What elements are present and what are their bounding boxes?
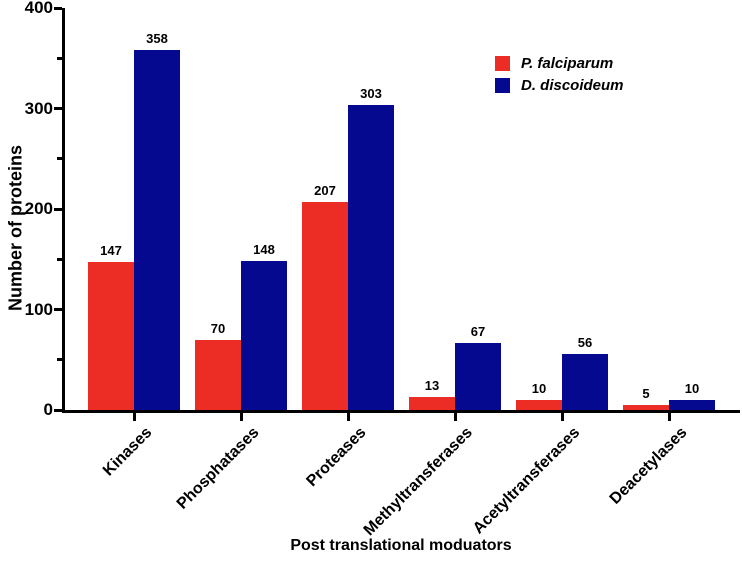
bar-value-label: 10	[684, 380, 700, 396]
bar-value-label: 10	[531, 380, 547, 396]
bar-value-label: 13	[424, 377, 440, 393]
bar-value-label: 5	[642, 385, 650, 401]
bar-d-discoideum-kinases	[134, 50, 180, 410]
y-axis-tick-label: 0	[43, 400, 53, 419]
y-axis-tick-label: 200	[24, 199, 53, 218]
y-axis-minor-tick	[57, 257, 62, 261]
y-axis-tick-label: 100	[24, 299, 53, 319]
x-axis-tick	[560, 413, 564, 421]
bar-value-label: 67	[470, 323, 486, 339]
bar-value-label: 56	[577, 334, 593, 350]
x-axis-category-label-deacetylases: Deacetylases	[606, 424, 691, 508]
x-axis-line	[62, 410, 740, 413]
y-axis-minor-tick	[57, 358, 62, 362]
bar-p-falciparum-phosphatases	[195, 339, 241, 410]
bar-d-discoideum-deacetylases	[669, 399, 715, 410]
bar-value-label: 358	[146, 31, 168, 47]
bar-d-discoideum-acetyltransferases	[562, 353, 608, 410]
bar-p-falciparum-acetyltransferases	[516, 399, 562, 410]
bar-value-label: 148	[253, 242, 275, 258]
x-axis-tick	[132, 413, 136, 421]
bar-d-discoideum-phosphatases	[241, 261, 287, 410]
bar-p-falciparum-methyltransferases	[409, 396, 455, 410]
x-axis-category-label-methyltransferases: Methyltransferases	[360, 424, 477, 540]
bar-value-label: 303	[360, 86, 382, 102]
y-axis-tick	[54, 207, 62, 211]
x-axis-category-label-acetyltransferases: Acetyltransferases	[469, 424, 584, 538]
bar-value-label: 70	[210, 320, 226, 336]
x-axis-category-label-kinases: Kinases	[99, 424, 156, 480]
bar-p-falciparum-proteases	[302, 201, 348, 410]
y-axis-minor-tick	[57, 157, 62, 161]
x-axis-tick	[453, 413, 457, 421]
bar-d-discoideum-proteases	[348, 105, 394, 410]
y-axis-tick-label: 300	[24, 98, 53, 118]
legend-label-d-discoideum: D. discoideum	[521, 77, 624, 94]
legend-swatch-red-icon	[495, 56, 510, 71]
legend: P. falciparum D. discoideum	[495, 55, 624, 94]
legend-label-p-falciparum: P. falciparum	[521, 55, 614, 72]
y-axis-minor-tick	[57, 56, 62, 60]
y-axis-tick	[54, 6, 62, 10]
y-axis-line	[62, 8, 65, 413]
bar-value-label: 147	[100, 243, 122, 259]
bar-value-label: 207	[314, 182, 336, 198]
legend-item-d-discoideum: D. discoideum	[495, 77, 624, 94]
bar-p-falciparum-kinases	[88, 262, 134, 410]
legend-item-p-falciparum: P. falciparum	[495, 55, 624, 72]
x-axis-title: Post translational moduators	[290, 537, 512, 554]
x-axis-category-label-phosphatases: Phosphatases	[173, 424, 263, 513]
bar-p-falciparum-deacetylases	[623, 404, 669, 410]
legend-swatch-blue-icon	[495, 78, 510, 93]
x-axis-tick	[667, 413, 671, 421]
y-axis-tick	[54, 308, 62, 311]
y-axis-tick-label: 400	[24, 0, 53, 17]
x-axis-tick	[239, 413, 243, 421]
bar-d-discoideum-methyltransferases	[455, 342, 501, 410]
y-axis-tick	[54, 408, 62, 412]
x-axis-category-label-proteases: Proteases	[302, 424, 370, 491]
y-axis-tick	[54, 107, 62, 110]
x-axis-tick	[346, 413, 350, 421]
